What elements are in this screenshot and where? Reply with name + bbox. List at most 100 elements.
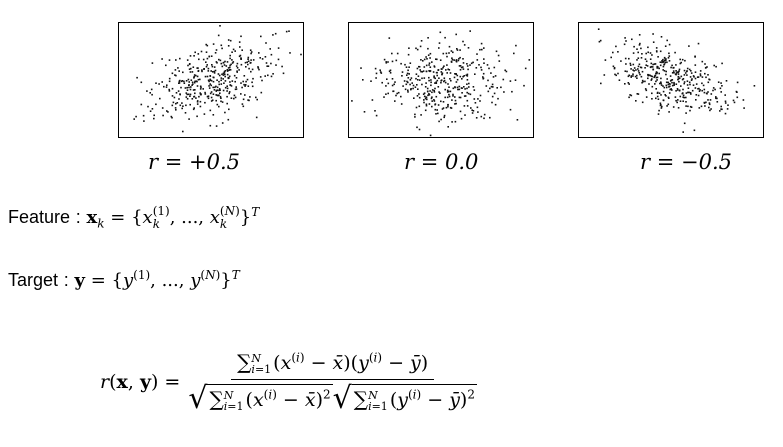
scatter-point	[210, 84, 212, 87]
scatter-point	[425, 56, 427, 58]
scatter-point	[250, 52, 252, 55]
scatter-point	[437, 86, 440, 88]
scatter-point	[732, 99, 735, 102]
scatter-point	[186, 93, 188, 96]
scatter-point	[281, 65, 283, 68]
scatter-point	[181, 102, 183, 104]
scatter-point	[640, 57, 643, 59]
scatter-point	[674, 96, 677, 98]
scatter-point	[671, 72, 674, 74]
scatter-point	[667, 81, 669, 84]
scatter-point	[213, 72, 216, 74]
scatter-point	[658, 72, 660, 75]
scatter-point	[385, 62, 388, 64]
scatter-point	[429, 90, 431, 92]
scatter-point	[231, 80, 234, 82]
scatter-point	[638, 44, 641, 46]
scatter-point	[433, 75, 435, 77]
scatter-point	[185, 92, 188, 94]
scatter-point	[663, 63, 666, 65]
scatter-point	[447, 126, 449, 128]
scatter-point	[433, 100, 436, 102]
scatter-point	[269, 48, 271, 50]
scatter-point	[230, 97, 233, 99]
scatter-point	[720, 91, 722, 93]
scatter-point	[491, 101, 493, 104]
scatter-point	[641, 81, 643, 84]
scatter-point	[389, 72, 392, 74]
scatter-point	[680, 85, 682, 87]
scatter-point	[465, 74, 468, 76]
scatter-point	[662, 99, 665, 101]
scatter-point	[202, 58, 205, 61]
scatter-point	[699, 70, 702, 72]
scatter-point	[238, 55, 241, 58]
scatter-point	[247, 99, 249, 101]
scatter-point	[435, 58, 437, 60]
scatter-point	[209, 79, 212, 82]
scatter-point	[679, 62, 682, 65]
scatter-point	[219, 59, 222, 62]
scatter-point	[677, 99, 679, 101]
scatter-point	[240, 57, 242, 59]
scatter-point	[492, 76, 495, 78]
scatter-point	[233, 97, 235, 100]
scatter-point	[410, 77, 413, 79]
scatter-point	[394, 81, 396, 83]
scatter-point	[469, 93, 472, 96]
scatter-point	[245, 80, 247, 83]
scatter-point	[209, 109, 212, 112]
scatter-point	[665, 58, 667, 60]
scatter-point	[226, 87, 229, 90]
scatter-point	[212, 114, 215, 116]
scatter-point	[639, 66, 642, 69]
scatter-point	[412, 84, 415, 87]
scatter-point	[682, 96, 684, 98]
scatter-point	[420, 40, 423, 42]
scatter-point	[210, 55, 213, 57]
scatter-point	[698, 87, 700, 90]
scatter-point	[699, 73, 702, 75]
scatter-point	[212, 76, 215, 79]
scatter-point	[428, 93, 430, 95]
caption-negative: r = −0.5	[640, 150, 732, 174]
scatter-point	[231, 62, 234, 64]
scatter-point	[415, 73, 418, 75]
scatter-point	[675, 99, 677, 102]
scatter-point	[463, 86, 465, 88]
scatter-point	[189, 93, 192, 96]
scatter-point	[440, 81, 442, 84]
scatter-point	[456, 48, 458, 50]
scatter-point	[675, 64, 677, 66]
scatter-point	[188, 63, 191, 66]
scatter-point	[422, 60, 424, 62]
scatter-point	[267, 65, 270, 67]
scatter-point	[442, 101, 445, 103]
scatter-point	[491, 83, 494, 86]
scatter-point	[470, 107, 472, 109]
scatter-point	[212, 93, 215, 95]
scatter-point	[193, 74, 196, 76]
scatter-point	[667, 57, 670, 59]
scatter-point	[624, 83, 626, 85]
scatter-point	[445, 69, 447, 71]
scatter-point	[205, 51, 208, 53]
scatter-point	[199, 88, 202, 90]
scatter-point	[149, 92, 151, 94]
scatter-point	[438, 120, 440, 123]
scatter-point	[613, 67, 616, 69]
scatter-point	[272, 34, 274, 36]
scatter-point	[655, 47, 658, 49]
scatter-point	[473, 98, 476, 100]
scatter-point	[686, 70, 688, 72]
scatter-point	[216, 103, 219, 106]
scatter-point	[236, 71, 238, 73]
scatter-point	[719, 87, 722, 90]
scatter-point	[440, 68, 443, 70]
scatter-point	[434, 108, 437, 111]
scatter-point	[719, 110, 721, 112]
scatter-point	[429, 70, 431, 73]
scatter-point	[662, 58, 664, 61]
scatter-point	[467, 92, 470, 95]
target-label: Target	[8, 270, 59, 290]
